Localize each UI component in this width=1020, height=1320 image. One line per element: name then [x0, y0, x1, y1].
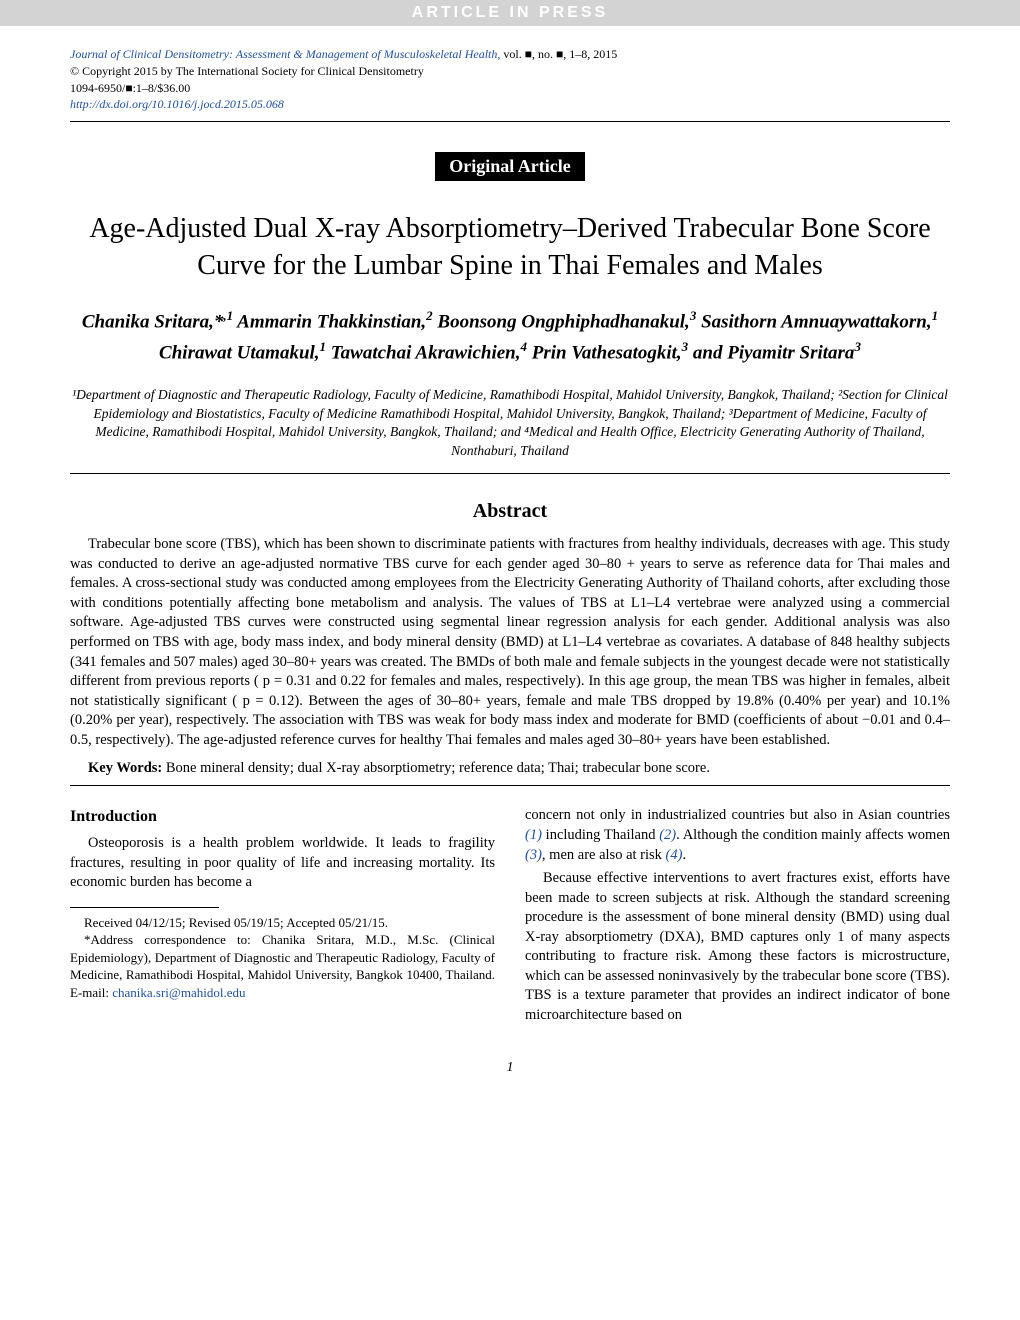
text: , men are also at risk	[542, 847, 666, 863]
abstract-heading: Abstract	[70, 500, 950, 523]
article-type-badge: Original Article	[435, 152, 584, 181]
issn-line: 1094-6950/■:1–8/$36.00	[70, 81, 190, 95]
divider	[70, 473, 950, 474]
text: concern not only in industrialized count…	[525, 807, 950, 823]
correspondence: *Address correspondence to: Chanika Srit…	[70, 931, 495, 1001]
abstract-body: Trabecular bone score (TBS), which has b…	[70, 535, 950, 750]
citation-4[interactable]: (4)	[666, 847, 683, 863]
introduction-heading: Introduction	[70, 806, 495, 828]
citation-3[interactable]: (3)	[525, 847, 542, 863]
text: . Although the condition mainly affects …	[676, 827, 950, 843]
doi-link[interactable]: http://dx.doi.org/10.1016/j.jocd.2015.05…	[70, 97, 284, 111]
keywords-text: Bone mineral density; dual X-ray absorpt…	[162, 760, 710, 776]
divider	[70, 121, 950, 122]
correspondence-email[interactable]: chanika.sri@mahidol.edu	[112, 985, 245, 1000]
citation-2[interactable]: (2)	[659, 827, 676, 843]
footnote-divider	[70, 907, 219, 908]
body-columns: Introduction Osteoporosis is a health pr…	[70, 806, 950, 1029]
text: including Thailand	[542, 827, 659, 843]
intro-para-1-cont: concern not only in industrialized count…	[525, 806, 950, 865]
author-list: Chanika Sritara,*,1 Ammarin Thakkinstian…	[70, 306, 950, 368]
citation-1[interactable]: (1)	[525, 827, 542, 843]
received-dates: Received 04/12/15; Revised 05/19/15; Acc…	[70, 914, 495, 932]
intro-para-1: Osteoporosis is a health problem worldwi…	[70, 834, 495, 893]
divider	[70, 785, 950, 786]
affiliations: ¹Department of Diagnostic and Therapeuti…	[70, 386, 950, 462]
text: .	[682, 847, 686, 863]
journal-vol: vol. ■, no. ■, 1–8, 2015	[500, 47, 617, 61]
keywords: Key Words: Bone mineral density; dual X-…	[70, 760, 950, 777]
intro-para-2: Because effective interventions to avert…	[525, 869, 950, 1026]
article-title: Age-Adjusted Dual X-ray Absorptiometry–D…	[70, 211, 950, 284]
keywords-label: Key Words:	[88, 760, 162, 776]
copyright-line: © Copyright 2015 by The International So…	[70, 64, 424, 78]
article-in-press-banner: ARTICLE IN PRESS	[0, 0, 1020, 26]
journal-title: Journal of Clinical Densitometry: Assess…	[70, 47, 500, 61]
page-number: 1	[70, 1060, 950, 1076]
journal-metadata: Journal of Clinical Densitometry: Assess…	[70, 46, 950, 113]
